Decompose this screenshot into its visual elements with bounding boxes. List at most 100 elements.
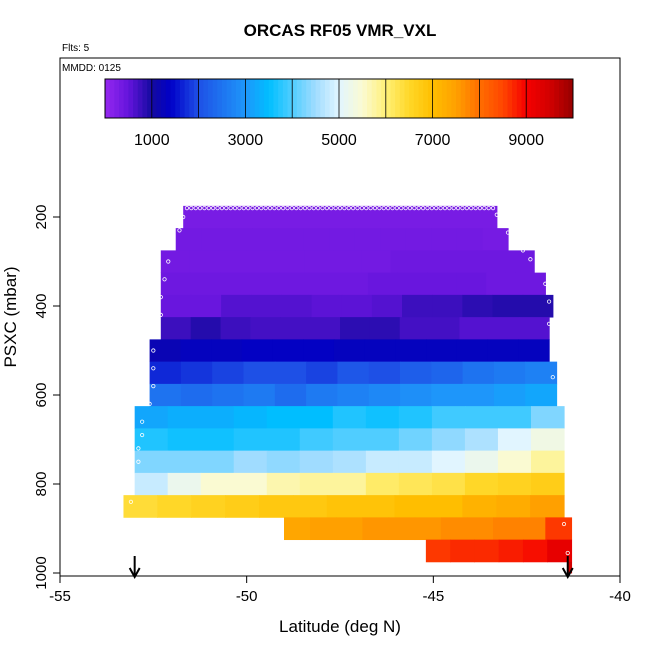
heatmap-cell xyxy=(200,472,235,496)
track-point xyxy=(162,277,167,282)
colorbar-segment xyxy=(413,79,420,118)
heatmap-cell xyxy=(212,383,245,407)
heatmap-cell xyxy=(425,539,451,563)
colorbar-segment xyxy=(282,79,289,118)
track-point xyxy=(267,206,273,211)
heatmap-cell xyxy=(497,472,532,496)
heatmap-cell xyxy=(175,228,202,251)
track-point xyxy=(219,206,225,211)
heatmap-cell xyxy=(547,539,573,563)
date-label: MMDD: 0125 xyxy=(62,63,121,74)
colorbar-segment xyxy=(381,79,387,118)
colorbar-segment xyxy=(544,79,551,118)
track-point xyxy=(136,459,141,464)
colorbar-segment xyxy=(170,79,176,118)
heatmap-cell xyxy=(259,495,294,518)
heatmap-cell xyxy=(284,517,311,541)
heatmap-cell xyxy=(398,428,433,452)
colorbar-segment xyxy=(226,79,232,118)
heatmap-cell xyxy=(337,383,370,407)
colorbar-segment xyxy=(193,79,200,118)
colorbar-segment xyxy=(147,79,153,118)
heatmap-cell xyxy=(567,561,573,574)
heatmap-cell xyxy=(333,339,366,363)
track-point xyxy=(407,206,413,211)
colorbar-tick-label: 9000 xyxy=(508,132,544,149)
track-point xyxy=(211,206,216,211)
colorbar-segment xyxy=(315,79,321,118)
track-point xyxy=(302,206,308,211)
colorbar-segment xyxy=(512,79,518,118)
colorbar-segment xyxy=(460,79,466,118)
heatmap-cell xyxy=(201,228,228,251)
colorbar-segment xyxy=(137,79,143,118)
y-tick-label: 1000 xyxy=(33,556,50,589)
colorbar-segment xyxy=(105,79,111,118)
heatmap-cell xyxy=(157,495,192,518)
y-tick-label: 600 xyxy=(33,382,50,407)
heatmap-cell xyxy=(310,317,341,340)
track-point xyxy=(513,239,518,244)
heatmap-cell xyxy=(190,272,221,296)
colorbar-segment xyxy=(474,79,480,118)
colorbar-segment xyxy=(367,79,373,118)
heatmap-cell xyxy=(231,205,257,229)
track-point xyxy=(241,206,246,211)
track-point xyxy=(206,206,211,211)
heatmap-cell xyxy=(432,294,463,318)
colorbar-segment xyxy=(320,79,326,118)
colorbar-segment xyxy=(175,79,181,118)
colorbar-segment xyxy=(203,79,209,118)
colorbar-segment xyxy=(479,79,485,118)
heatmap-cell xyxy=(299,428,334,452)
track-point xyxy=(494,212,499,217)
heatmap-cell xyxy=(341,294,373,318)
track-point xyxy=(447,206,452,211)
colorbar-segment xyxy=(390,79,396,118)
colorbar-segment xyxy=(348,79,354,118)
heatmap-cell xyxy=(530,472,565,496)
heatmap-cell xyxy=(497,450,532,474)
heatmap-cell xyxy=(299,450,334,474)
heatmap-cell xyxy=(398,450,433,474)
colorbar-segment xyxy=(273,79,279,118)
heatmap-cell xyxy=(493,361,526,385)
track-point xyxy=(550,375,555,380)
heatmap-cells xyxy=(123,205,573,574)
track-point xyxy=(355,206,360,211)
heatmap-cell xyxy=(450,539,475,563)
colorbar-segment xyxy=(385,79,391,118)
takeoff-landing-arrows xyxy=(128,556,574,580)
y-tick-label: 400 xyxy=(33,293,50,318)
heatmap-cell xyxy=(360,495,396,518)
heatmap-cell xyxy=(365,428,400,452)
track-point xyxy=(136,446,141,451)
track-point xyxy=(329,206,334,211)
colorbar-segment xyxy=(151,79,157,118)
track-point xyxy=(298,206,303,211)
heatmap-cell xyxy=(241,339,274,363)
heatmap-cell xyxy=(243,383,276,407)
heatmap-cell xyxy=(476,250,507,274)
colorbar-segment xyxy=(334,79,340,118)
heatmap-cell xyxy=(352,205,377,229)
colorbar-segment xyxy=(240,79,246,118)
track-point xyxy=(528,257,533,262)
colorbar-tick-label: 7000 xyxy=(415,132,451,149)
colorbar-segment xyxy=(516,79,523,118)
colorbar-segment xyxy=(395,79,401,118)
track-point xyxy=(505,230,511,235)
heatmap-cell xyxy=(515,272,546,296)
colorbar-segment xyxy=(563,79,569,118)
colorbar-segment xyxy=(184,79,190,118)
heatmap-cell xyxy=(365,450,400,474)
flights-label: Flts: 5 xyxy=(62,43,90,54)
heatmap-cell xyxy=(447,250,478,274)
colorbar-segment xyxy=(165,79,172,118)
colorbar-segment xyxy=(142,79,148,118)
heatmap-cell xyxy=(365,472,400,496)
track-point xyxy=(460,206,465,211)
heatmap-cell xyxy=(398,472,433,496)
heatmap-cell xyxy=(160,294,192,318)
heatmap-cell xyxy=(497,406,532,429)
